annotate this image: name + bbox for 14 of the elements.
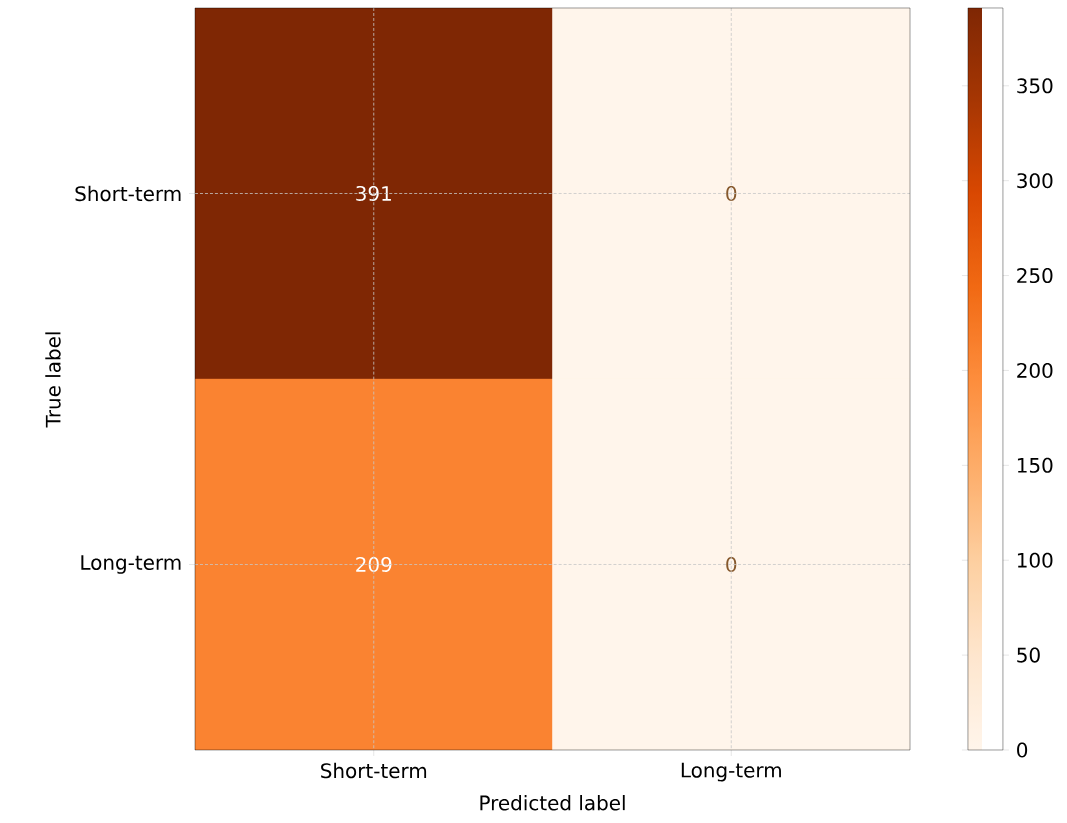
x-axis-title: Predicted label xyxy=(480,794,625,811)
color-bar-label: 350 xyxy=(1017,78,1053,94)
color-bar-label: 0 xyxy=(1017,742,1028,758)
color-bar-label: 50 xyxy=(1017,647,1040,663)
data-label: 0 xyxy=(726,185,737,202)
color-bar-label: 250 xyxy=(1017,268,1053,284)
color-bar-label: 300 xyxy=(1017,173,1053,189)
y-axis-title: True label xyxy=(45,332,61,428)
data-label: 0 xyxy=(726,556,737,573)
data-label: 391 xyxy=(356,185,391,202)
color-bar-label: 150 xyxy=(1017,457,1053,473)
data-label: 209 xyxy=(356,556,392,573)
color-bar-label: 200 xyxy=(1017,362,1053,378)
color-bar-label: 100 xyxy=(1017,552,1053,568)
